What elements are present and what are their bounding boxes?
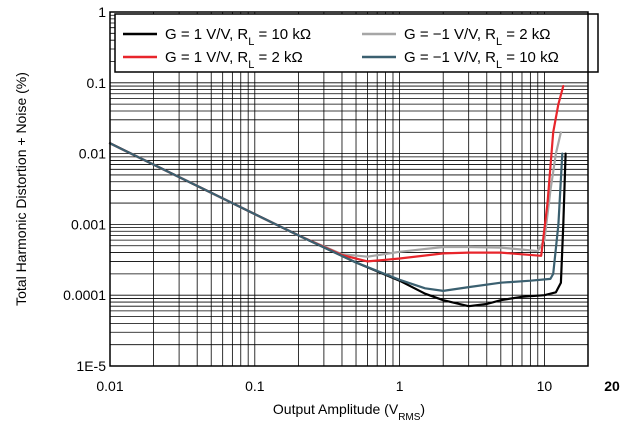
series-line-2: [108, 131, 562, 258]
x-axis-title-tail: ): [420, 401, 425, 417]
y-tick-label: 0.01: [79, 146, 106, 162]
legend-label: G = −1 V/V, RL = 2 kΩ: [404, 26, 550, 48]
plot-frame: [109, 11, 589, 367]
x-tick-label: 10: [537, 378, 553, 394]
legend-box: [114, 13, 599, 73]
y-tick-label: 0.1: [87, 75, 107, 91]
y-tick-label: 0.0001: [63, 287, 106, 303]
x-tick-label: 0.1: [245, 378, 265, 394]
series-line-4: [108, 142, 564, 292]
series-lines: [108, 84, 567, 308]
x-tick-label: 20: [604, 378, 620, 394]
legend-label: G = −1 V/V, RL = 10 kΩ: [404, 49, 559, 71]
legend-label: G = 1 V/V, RL = 2 kΩ: [165, 49, 303, 71]
y-tick-label: 1: [98, 4, 106, 20]
legend-label: G = 1 V/V, RL = 10 kΩ: [165, 26, 311, 48]
y-tick-label: 0.001: [71, 216, 106, 232]
x-axis-title-sub: RMS: [398, 412, 421, 421]
x-tick-label: 0.01: [96, 378, 123, 394]
legend: G = 1 V/V, RL = 10 kΩ G = −1 V/V, RL = 2 …: [114, 13, 599, 73]
x-tick-label: 1: [396, 378, 404, 394]
x-axis-title-main: Output Amplitude (V: [273, 401, 399, 417]
y-tick-label: 1E-5: [76, 358, 106, 374]
y-axis-title: Total Harmonic Distortion + Noise (%): [13, 72, 29, 306]
x-axis-title: Output Amplitude (VRMS): [273, 401, 425, 421]
x-tick-labels: 0.01 0.1 1 10 20: [96, 378, 620, 394]
y-tick-labels: 1 0.1 0.01 0.001 0.0001 1E-5: [63, 4, 106, 374]
